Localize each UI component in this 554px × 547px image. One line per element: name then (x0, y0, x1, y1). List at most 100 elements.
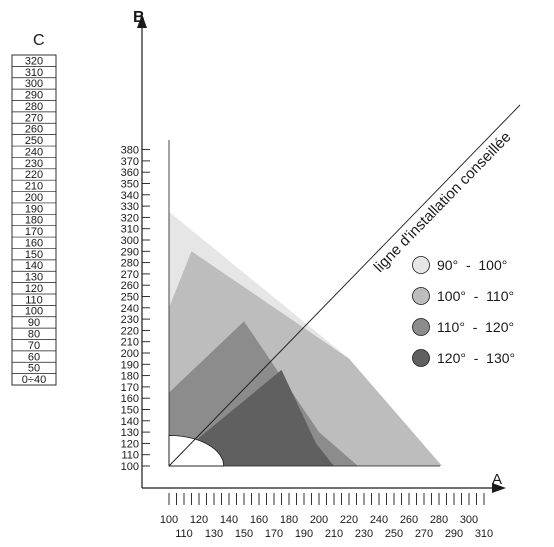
recommended-installation-line (168, 104, 521, 467)
x-tick-label: 240 (370, 514, 388, 526)
column-c-cell: 50 (28, 363, 40, 375)
x-tick-label: 140 (220, 514, 238, 526)
legend-label: 110° - 120° (437, 319, 514, 335)
column-c-cell: 200 (25, 192, 43, 204)
x-tick-label: 270 (415, 528, 433, 540)
legend: 90° - 100° 100° - 110° 110° - 120° 120° - 1… (412, 256, 515, 367)
recommended-installation-label: ligne d'installation conseillée (371, 129, 515, 276)
y-tick-label: 280 (121, 258, 139, 270)
x-tick-label: 150 (235, 528, 253, 540)
x-tick-label: 300 (460, 514, 478, 526)
column-c-cell: 130 (25, 272, 43, 284)
y-tick-label: 330 (121, 201, 139, 213)
axis-b-label: B (133, 9, 145, 26)
column-c-cell: 180 (25, 215, 43, 227)
legend-swatch (412, 318, 430, 336)
y-tick-label: 270 (121, 269, 139, 281)
x-tick-label: 120 (190, 514, 208, 526)
column-c-cell: 150 (25, 249, 43, 261)
column-c-cell: 90 (28, 317, 40, 329)
y-ticks: 3803703603503403303203103002902802702602… (121, 145, 150, 473)
y-tick-label: 170 (121, 382, 139, 394)
y-tick-label: 240 (121, 303, 139, 315)
y-tick-label: 370 (121, 156, 139, 168)
x-tick-label: 180 (280, 514, 298, 526)
x-tick-label: 210 (325, 528, 343, 540)
column-c-header: C (33, 32, 45, 49)
x-tick-label: 160 (250, 514, 268, 526)
y-axis-arrow (137, 14, 147, 28)
x-tick-label: 130 (205, 528, 223, 540)
y-tick-label: 180 (121, 371, 139, 383)
y-tick-label: 150 (121, 405, 139, 417)
column-c-cell: 300 (25, 78, 43, 90)
column-c-cell: 320 (25, 55, 43, 67)
column-c-cell: 280 (25, 101, 43, 113)
legend-label: 90° - 100° (437, 257, 507, 273)
y-tick-label: 200 (121, 348, 139, 360)
y-tick-label: 190 (121, 359, 139, 371)
legend-swatch (412, 287, 430, 305)
axis-a-label: A (492, 471, 502, 488)
column-c-cell: 260 (25, 124, 43, 136)
column-c-cell: 230 (25, 158, 43, 170)
column-c-cell: 170 (25, 226, 43, 238)
x-tick-label: 170 (265, 528, 283, 540)
y-tick-label: 110 (121, 450, 139, 462)
x-tick-label: 230 (355, 528, 373, 540)
x-axis-arrow (492, 483, 506, 493)
column-c-cell: 110 (25, 294, 43, 306)
x-tick-label: 290 (445, 528, 463, 540)
x-tick-label: 220 (340, 514, 358, 526)
column-c-cell: 210 (25, 181, 43, 193)
x-tick-label: 280 (430, 514, 448, 526)
column-c-cell: 310 (25, 67, 43, 79)
legend-swatch (412, 349, 430, 367)
white-zone (168, 435, 225, 467)
x-tick-label: 100 (160, 514, 178, 526)
column-c-cell: 240 (25, 146, 43, 158)
angle-regions (169, 211, 442, 466)
y-tick-label: 220 (121, 325, 139, 337)
column-c-cell: 120 (25, 283, 43, 295)
x-tick-label: 310 (475, 528, 493, 540)
angle-region (169, 369, 334, 466)
column-c-cell: 270 (25, 112, 43, 124)
column-c-cell: 60 (28, 351, 40, 363)
column-c-cell: 0÷40 (22, 374, 46, 386)
column-c-cell: 220 (25, 169, 43, 181)
column-c-cell: 190 (25, 203, 43, 215)
x-tick-label: 190 (295, 528, 313, 540)
y-tick-label: 140 (121, 416, 139, 428)
y-tick-label: 290 (121, 246, 139, 258)
y-tick-label: 120 (121, 438, 139, 450)
y-tick-label: 230 (121, 314, 139, 326)
column-c-cell: 140 (25, 260, 43, 272)
column-c-frame (11, 54, 57, 386)
column-c-cell: 100 (25, 306, 43, 318)
y-tick-label: 210 (121, 337, 139, 349)
y-tick-label: 160 (121, 393, 139, 405)
y-tick-label: 130 (121, 427, 139, 439)
column-c-cell: 70 (28, 340, 40, 352)
legend-label: 120° - 130° (437, 350, 515, 366)
column-c-cell: 80 (28, 329, 40, 341)
y-tick-label: 250 (121, 292, 139, 304)
y-tick-label: 100 (121, 461, 139, 473)
column-c-cell: 290 (25, 90, 43, 102)
y-tick-label: 340 (121, 190, 139, 202)
x-tick-label: 110 (175, 528, 193, 540)
x-tick-label: 260 (400, 514, 418, 526)
y-tick-label: 320 (121, 212, 139, 224)
y-tick-label: 260 (121, 280, 139, 292)
legend-swatch (412, 256, 430, 274)
legend-label: 100° - 110° (437, 288, 514, 304)
x-tick-label: 200 (310, 514, 328, 526)
y-tick-label: 360 (121, 167, 139, 179)
column-c-cell: 250 (25, 135, 43, 147)
y-tick-label: 350 (121, 179, 139, 191)
y-tick-label: 310 (121, 224, 139, 236)
x-ticks: 100 120 140 160 180 200 220 240 260 280 300 110 130 1… (160, 493, 493, 540)
y-tick-label: 380 (121, 145, 139, 157)
